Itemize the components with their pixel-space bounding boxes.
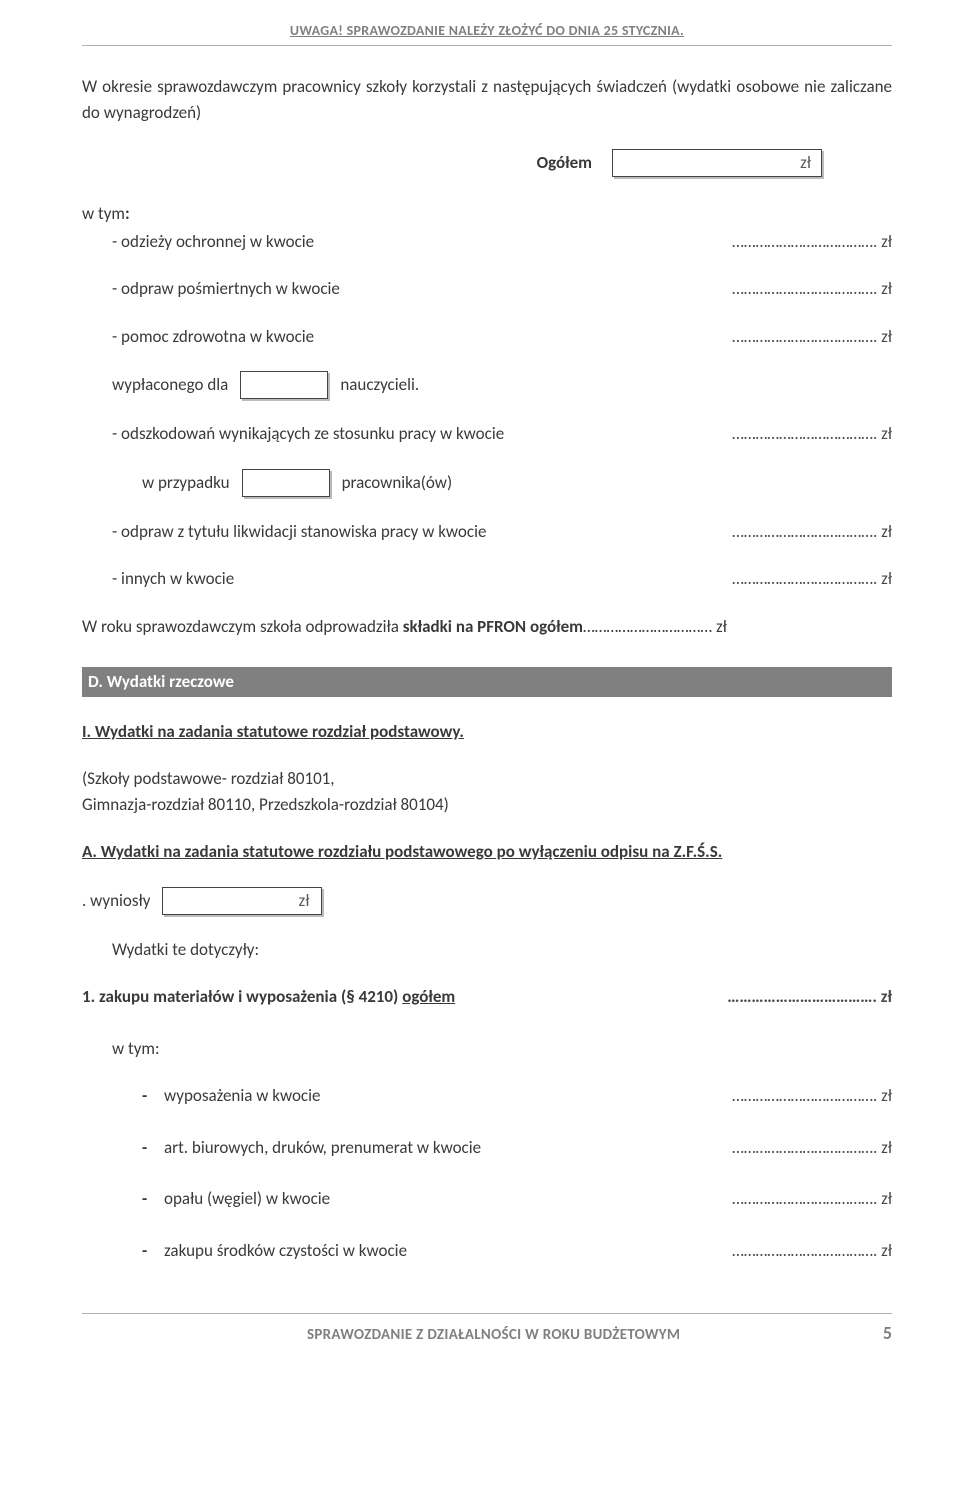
wtym-value-1: ………………………………. zł bbox=[732, 276, 892, 302]
list1-value: ………………………………. zł bbox=[727, 984, 892, 1010]
sub-value-1: ………………………………. zł bbox=[732, 1135, 892, 1161]
section-d-bar: D. Wydatki rzeczowe bbox=[82, 667, 892, 697]
list1-num: 1. bbox=[82, 986, 95, 1007]
wyniosly-unit: zł bbox=[299, 888, 322, 914]
wprzypadku-line: w przypadku pracownika(ów) bbox=[82, 469, 892, 497]
pfron-pre: W roku sprawozdawczym szkoła odprowadził… bbox=[82, 616, 403, 637]
sub-item-1: -art. biurowych, druków, prenumerat w kw… bbox=[142, 1135, 481, 1161]
wtym-item-0: - odzieży ochronnej w kwocie bbox=[82, 229, 732, 255]
top-rule bbox=[82, 45, 892, 46]
sub-item-2: -opału (węgiel) w kwocie bbox=[142, 1186, 330, 1212]
page-number: 5 bbox=[883, 1320, 892, 1347]
wyniosly-label: . wyniosły bbox=[82, 888, 150, 914]
wprzypadku-post: pracownika(ów) bbox=[342, 470, 453, 496]
wyplaconego-box[interactable] bbox=[240, 371, 328, 399]
wprzypadku-pre: w przypadku bbox=[142, 470, 230, 496]
wprzypadku-box[interactable] bbox=[242, 469, 330, 497]
section-a-u: na zadania statutowe rozdziału podstawow… bbox=[159, 841, 722, 862]
bottom-rule bbox=[82, 1313, 892, 1314]
ogolem-unit: zł bbox=[800, 150, 821, 176]
sub-text-2: opału (węgiel) w kwocie bbox=[164, 1188, 330, 1209]
section-a-line: A. Wydatki na zadania statutowe rozdział… bbox=[82, 839, 892, 865]
wyplaconego-post: nauczycieli. bbox=[340, 372, 419, 398]
sub-value-3: ………………………………. zł bbox=[732, 1238, 892, 1264]
odpraw-likw-text: - odpraw z tytułu likwidacji stanowiska … bbox=[82, 519, 732, 545]
innych-text: - innych w kwocie bbox=[82, 566, 732, 592]
wtym-colon: : bbox=[125, 203, 130, 224]
wyniosly-box[interactable]: zł bbox=[162, 887, 322, 915]
sub-text-0: wyposażenia w kwocie bbox=[164, 1085, 320, 1106]
szkoly-line1: (Szkoły podstawowe- rozdział 80101, bbox=[82, 766, 892, 792]
section-i-heading: I. Wydatki na zadania statutowe rozdział… bbox=[82, 719, 892, 745]
ogolem-row: Ogółem zł bbox=[82, 149, 892, 177]
sub-dash-2: - bbox=[142, 1186, 164, 1212]
wyplaconego-line: wypłaconego dla nauczycieli. bbox=[82, 371, 892, 399]
sub-text-1: art. biurowych, druków, prenumerat w kwo… bbox=[164, 1137, 481, 1158]
wtym-item-2: - pomoc zdrowotna w kwocie bbox=[82, 324, 732, 350]
sub-item-3: -zakupu środków czystości w kwocie bbox=[142, 1238, 407, 1264]
wtym-item-1: - odpraw pośmiertnych w kwocie bbox=[82, 276, 732, 302]
list1-pre: zakupu materiałów i wyposażenia ( bbox=[99, 986, 346, 1007]
szkoly-line2: Gimnazja-rozdział 80110, Przedszkola-roz… bbox=[82, 792, 892, 818]
ogolem-box[interactable]: zł bbox=[612, 149, 822, 177]
sub-dash-0: - bbox=[142, 1083, 164, 1109]
odpraw-likw-value: ………………………………. zł bbox=[732, 519, 892, 545]
header-note: UWAGA! SPRAWOZDANIE NALEŻY ZŁOŻYĆ DO DNI… bbox=[82, 20, 892, 41]
section-a-pre: A. Wydatki bbox=[82, 841, 159, 862]
list1-line: 1. zakupu materiałów i wyposażenia (§ 42… bbox=[82, 984, 455, 1010]
sub-dash-3: - bbox=[142, 1238, 164, 1264]
wtym-value-0: ………………………………. zł bbox=[732, 229, 892, 255]
pfron-post: …………………………… zł bbox=[583, 616, 727, 637]
wyplaconego-pre: wypłaconego dla bbox=[112, 372, 228, 398]
odszkodowan-text: - odszkodowań wynikających ze stosunku p… bbox=[82, 421, 732, 447]
list1-bold: ogółem bbox=[402, 986, 455, 1007]
wtym2-label: w tym: bbox=[82, 1036, 892, 1062]
odszkodowan-value: ………………………………. zł bbox=[732, 421, 892, 447]
list1-para: § bbox=[346, 986, 354, 1007]
wydatki-te: Wydatki te dotyczyły: bbox=[82, 937, 892, 963]
pfron-line: W roku sprawozdawczym szkoła odprowadził… bbox=[82, 614, 892, 640]
sub-dash-1: - bbox=[142, 1135, 164, 1161]
wtym-label: w tym bbox=[82, 203, 125, 224]
pfron-bold: składki na PFRON ogółem bbox=[403, 616, 583, 637]
ogolem-label: Ogółem bbox=[537, 150, 592, 176]
sub-value-2: ………………………………. zł bbox=[732, 1186, 892, 1212]
sub-value-0: ………………………………. zł bbox=[732, 1083, 892, 1109]
sub-text-3: zakupu środków czystości w kwocie bbox=[164, 1240, 407, 1261]
wtym-block: w tym: - odzieży ochronnej w kwocie …………… bbox=[82, 201, 892, 254]
list1-mid: 4210) bbox=[355, 986, 402, 1007]
intro-text: W okresie sprawozdawczym pracownicy szko… bbox=[82, 74, 892, 125]
footer-text: SPRAWOZDANIE Z DZIAŁALNOŚCI W ROKU BUDŻE… bbox=[82, 1324, 680, 1347]
sub-item-0: -wyposażenia w kwocie bbox=[142, 1083, 320, 1109]
wtym-value-2: ………………………………. zł bbox=[732, 324, 892, 350]
wyniosly-row: . wyniosły zł bbox=[82, 887, 892, 915]
innych-value: ………………………………. zł bbox=[732, 566, 892, 592]
footer: SPRAWOZDANIE Z DZIAŁALNOŚCI W ROKU BUDŻE… bbox=[82, 1313, 892, 1347]
